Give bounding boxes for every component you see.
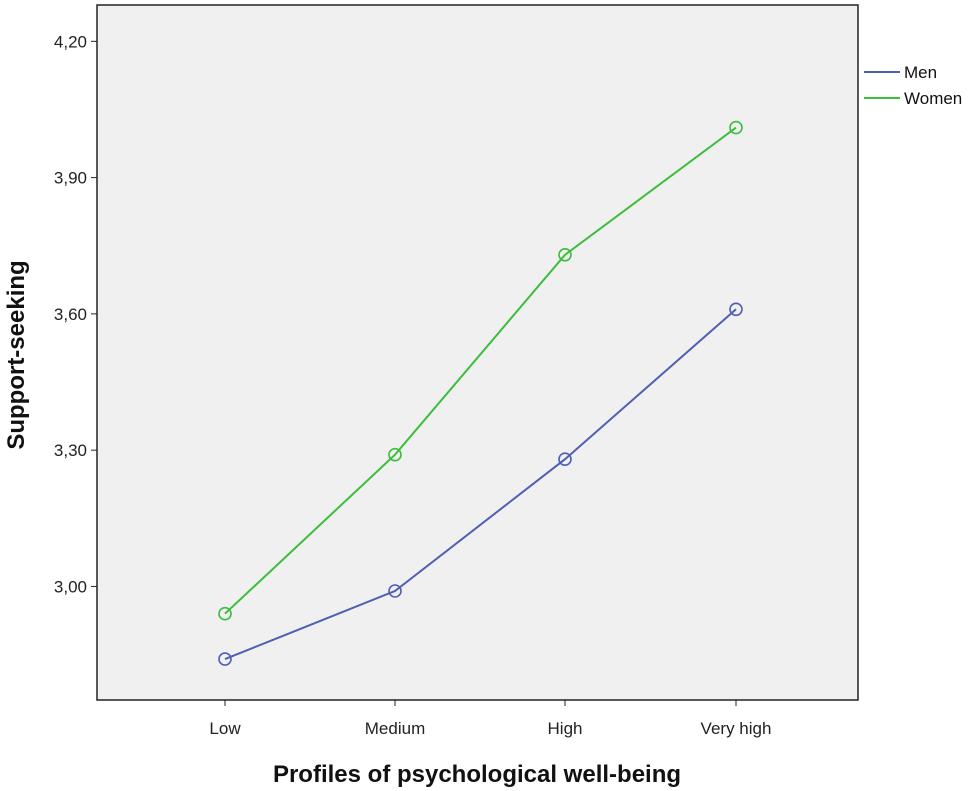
- y-tick-label: 4,20: [54, 32, 87, 51]
- series-line-men: [224, 308, 737, 661]
- legend-label-women: Women: [904, 89, 962, 108]
- series-layer: [218, 120, 743, 666]
- y-axis-title: Support-seeking: [3, 260, 30, 449]
- data-point-women: [218, 606, 232, 621]
- plot-background: [96, 4, 859, 701]
- legend: Men Women: [864, 63, 962, 108]
- x-axis-title: Profiles of psychological well-being: [273, 761, 681, 788]
- x-tick-label: Very high: [701, 719, 772, 738]
- data-point-women: [558, 248, 572, 262]
- y-tick-label: 3,60: [54, 305, 87, 324]
- data-point-women: [388, 447, 402, 462]
- y-tick-label: 3,30: [54, 441, 87, 460]
- legend-label-men: Men: [904, 63, 937, 82]
- y-tick-label: 3,90: [54, 169, 87, 188]
- data-point-men: [388, 584, 402, 598]
- x-tick-label: Low: [209, 719, 241, 738]
- y-axis: 3,00 3,30 3,60 3,90 4,20: [54, 32, 97, 596]
- data-point-men: [218, 652, 232, 666]
- data-point-men: [729, 302, 743, 317]
- data-point-women: [729, 120, 743, 135]
- y-tick-label: 3,00: [54, 577, 87, 596]
- data-point-men: [558, 452, 572, 467]
- series-line-women: [224, 126, 737, 615]
- x-axis: Low Medium High Very high: [209, 700, 771, 738]
- x-tick-label: High: [548, 719, 583, 738]
- x-tick-label: Medium: [365, 719, 425, 738]
